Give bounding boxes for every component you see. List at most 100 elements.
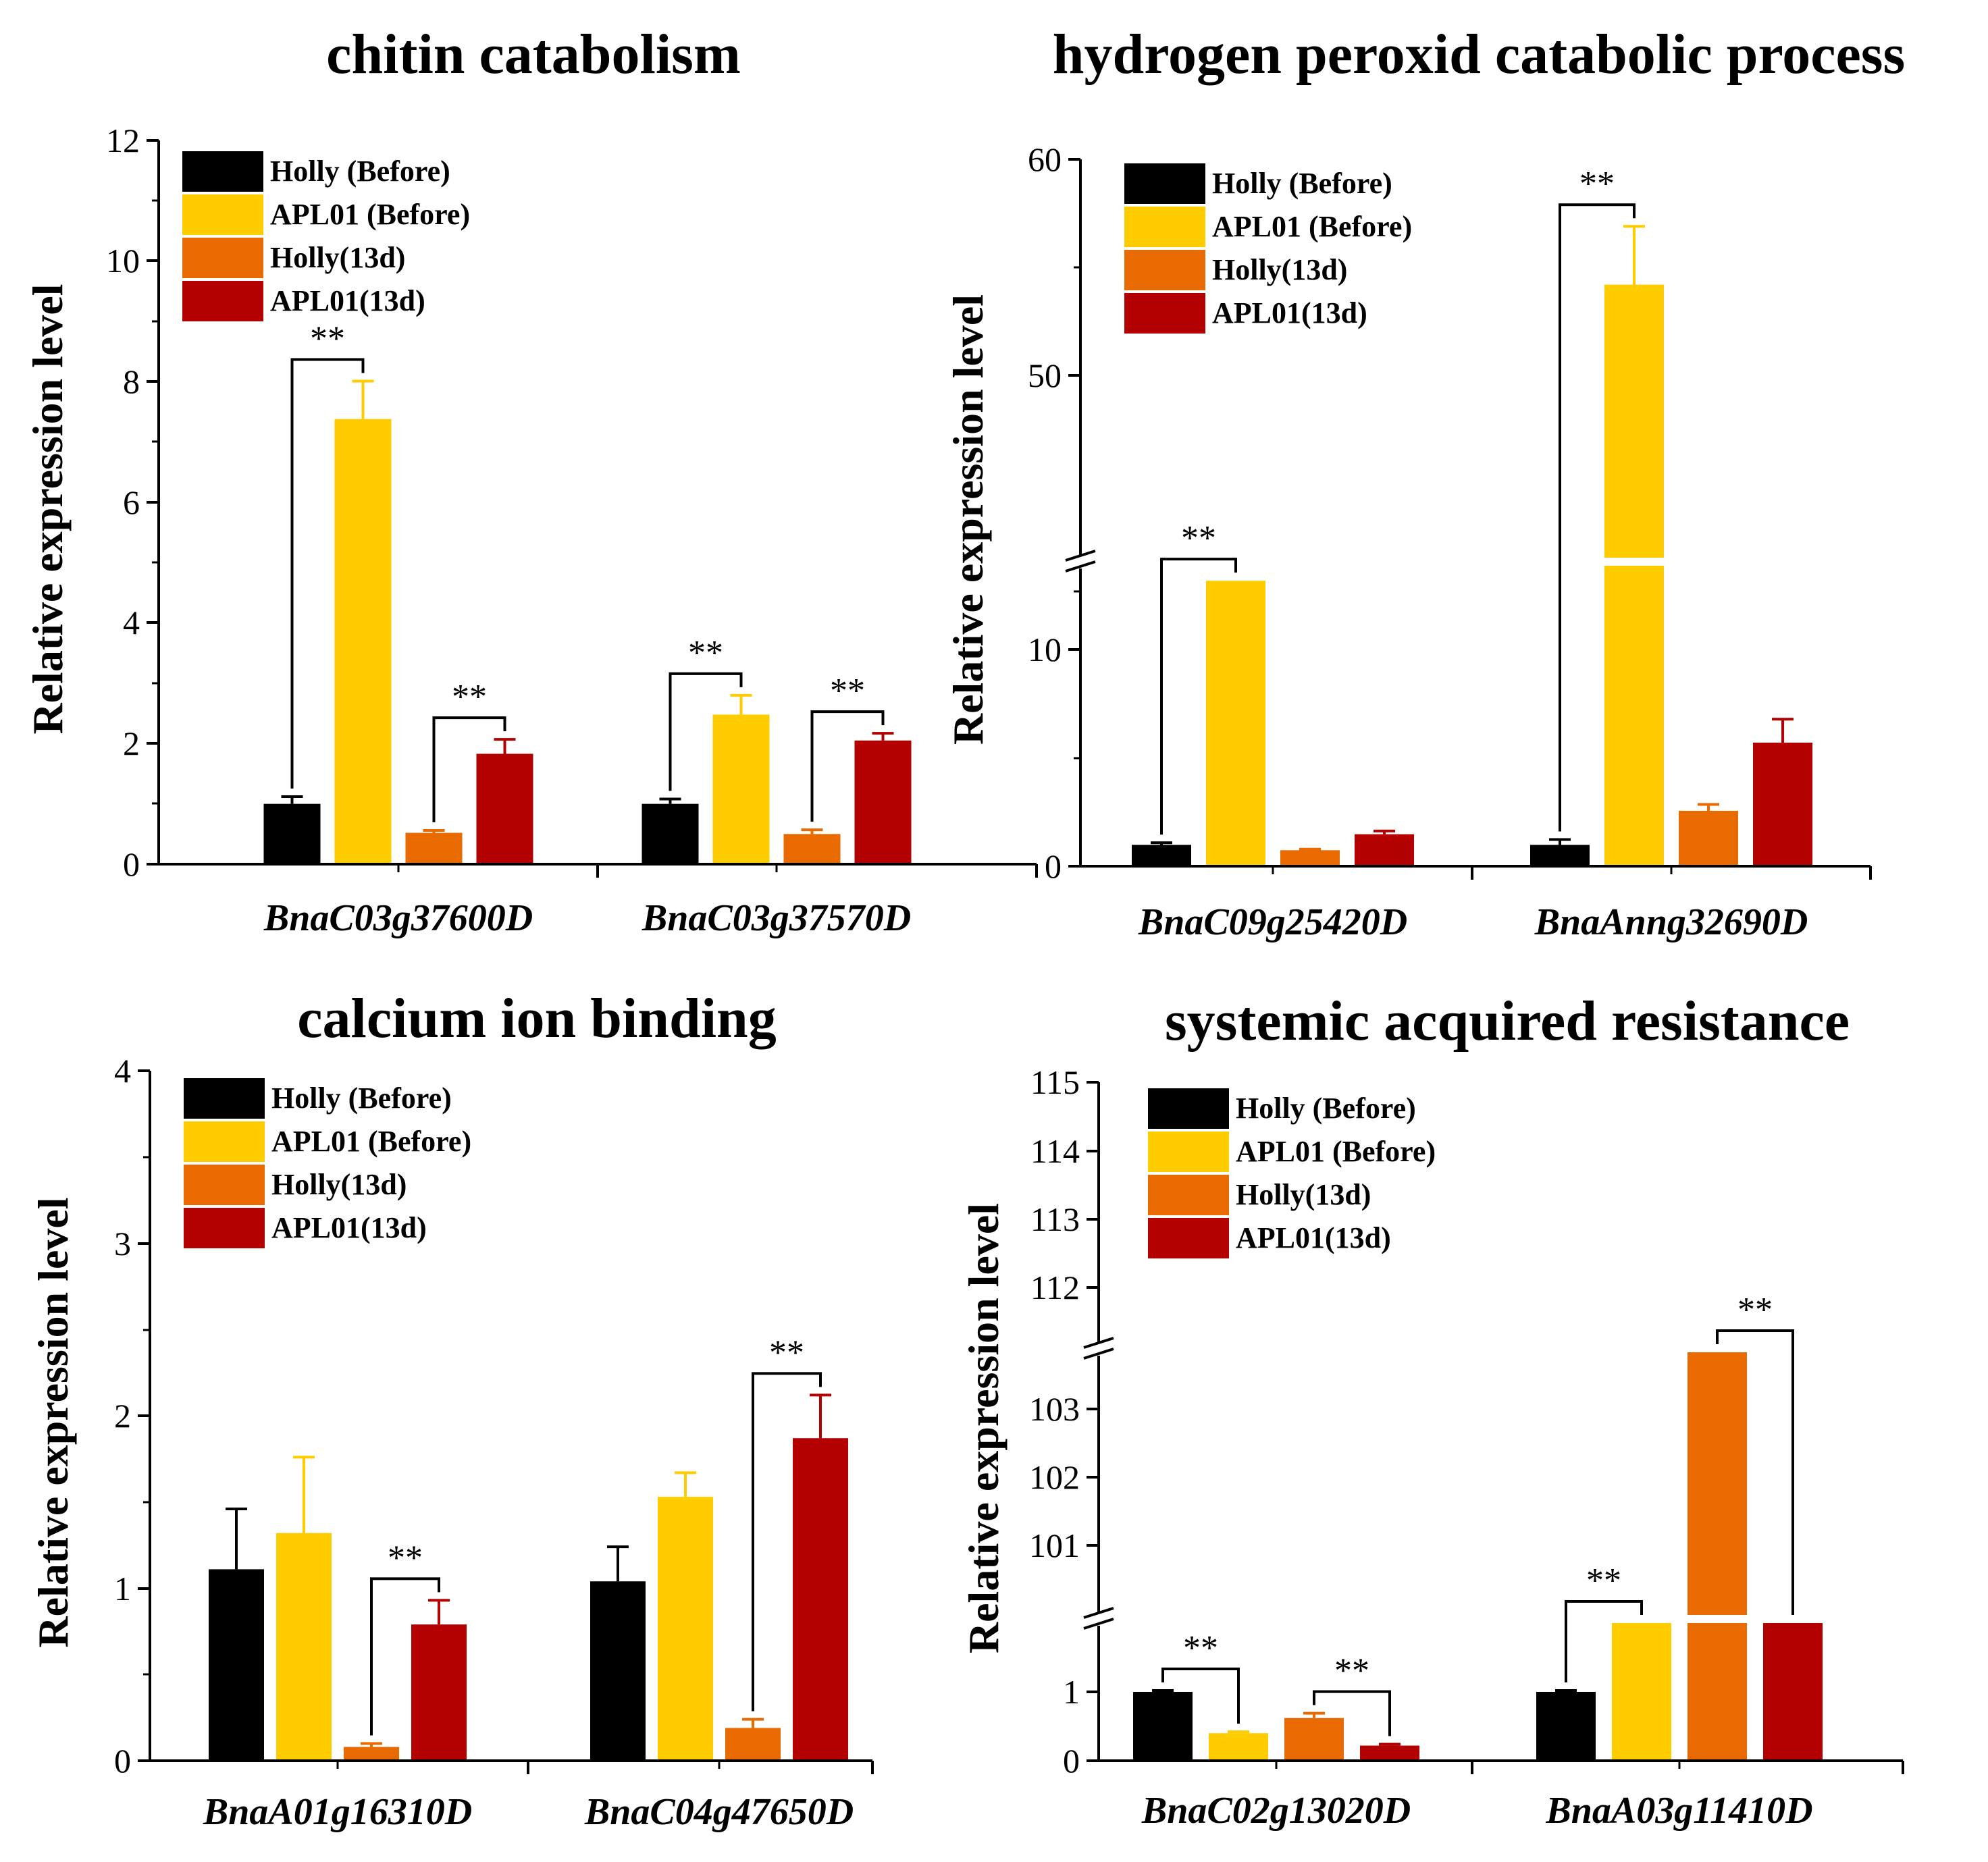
bar	[1360, 1745, 1419, 1761]
bar	[793, 1438, 848, 1761]
y-tick-label: 1	[114, 1570, 131, 1607]
legend-swatch	[1124, 163, 1205, 204]
legend-label: APL01(13d)	[1236, 1221, 1391, 1254]
legend-label: APL01 (Before)	[1212, 210, 1412, 243]
legend-swatch	[184, 1121, 265, 1162]
bar	[1206, 581, 1265, 866]
axis-break-mark	[1083, 1337, 1114, 1349]
legend-swatch	[184, 1208, 265, 1248]
y-tick-label: 112	[1030, 1269, 1080, 1306]
axis-break-mark	[1083, 1348, 1114, 1360]
significance-label: **	[1183, 1629, 1218, 1668]
legend-swatch	[1148, 1088, 1229, 1129]
significance-label: **	[1334, 1652, 1369, 1691]
legend-label: Holly(13d)	[1236, 1178, 1371, 1211]
y-axis-label: Relative expression level	[24, 284, 72, 734]
significance-bracket	[1161, 1667, 1240, 1724]
bar	[1209, 1733, 1268, 1761]
legend-label: Holly(13d)	[270, 241, 405, 274]
category-label: BnaA03g11410D	[1545, 1790, 1812, 1832]
y-tick-label: 1	[1063, 1673, 1080, 1711]
category-label: BnaC09g25420D	[1138, 901, 1407, 943]
y-axis-label: Relative expression level	[29, 1197, 77, 1647]
y-tick-label: 4	[114, 1052, 131, 1090]
significance-bracket	[1559, 203, 1636, 832]
significance-label: **	[310, 319, 345, 358]
axis-break-mark	[1083, 1607, 1114, 1619]
legend-swatch	[1124, 250, 1205, 290]
significance-bracket	[290, 358, 365, 789]
significance-bracket	[752, 1372, 822, 1711]
legend-label: APL01(13d)	[270, 284, 425, 317]
y-tick-label: 102	[1029, 1458, 1080, 1496]
bar	[1280, 850, 1340, 866]
bar-break-gap	[1687, 1615, 1748, 1623]
legend-label: Holly (Before)	[271, 1082, 452, 1115]
bar	[1688, 1352, 1747, 1761]
bar	[405, 832, 463, 864]
legend-swatch	[182, 281, 263, 321]
category-label: BnaA01g16310D	[203, 1791, 472, 1833]
bar	[1530, 845, 1590, 866]
y-tick-label: 12	[106, 122, 140, 159]
y-tick-label: 0	[1063, 1742, 1080, 1780]
bar	[263, 803, 321, 864]
significance-label: **	[769, 1333, 804, 1372]
significance-bracket	[669, 672, 743, 791]
significance-label: **	[1181, 519, 1216, 558]
significance-label: **	[452, 678, 487, 716]
y-tick-label: 103	[1029, 1390, 1080, 1428]
y-tick-label: 115	[1030, 1063, 1080, 1101]
bar	[783, 834, 841, 864]
chart-title: calcium ion binding	[297, 987, 777, 1050]
bar	[642, 803, 699, 864]
category-label: BnaC04g47650D	[584, 1791, 854, 1833]
y-tick-label: 10	[1028, 631, 1062, 668]
legend-swatch	[182, 151, 263, 192]
y-tick-label: 0	[123, 845, 140, 883]
significance-bracket	[370, 1577, 440, 1736]
legend-swatch	[1148, 1218, 1229, 1258]
bar	[476, 753, 533, 864]
legend-label: Holly(13d)	[1212, 253, 1347, 286]
legend-swatch	[1124, 293, 1205, 334]
panel-chitin-catabolism: chitin catabolism Relative expression lev…	[24, 23, 1038, 939]
significance-bracket	[810, 710, 885, 822]
legend-label: APL01 (Before)	[1236, 1135, 1436, 1168]
axis-break-mark	[1065, 550, 1096, 562]
legend-label: APL01(13d)	[271, 1211, 427, 1244]
y-axis-label: Relative expression level	[960, 1203, 1008, 1653]
bar-break-gap	[1604, 558, 1665, 566]
panel-hydrogen-peroxid-catabolic-process: hydrogen peroxid catabolic process Relati…	[944, 23, 1905, 943]
y-tick-label: 6	[123, 483, 140, 521]
significance-label: **	[688, 634, 723, 672]
y-tick-label: 2	[114, 1397, 131, 1435]
bar	[1133, 1692, 1193, 1761]
significance-bracket	[432, 716, 506, 822]
legend-label: APL01 (Before)	[271, 1125, 471, 1158]
legend-label: Holly(13d)	[271, 1168, 407, 1201]
y-tick-label: 10	[106, 242, 140, 280]
significance-label: **	[830, 672, 865, 710]
y-tick-label: 3	[114, 1225, 131, 1262]
bar	[1612, 1623, 1671, 1761]
bar	[1284, 1718, 1344, 1761]
legend-swatch	[182, 194, 263, 235]
y-tick-label: 2	[123, 724, 140, 762]
legend-swatch	[1124, 207, 1205, 247]
category-label: BnaC03g37600D	[263, 897, 533, 939]
significance-label: **	[388, 1539, 423, 1577]
bar	[1132, 845, 1191, 866]
category-label: BnaC03g37570D	[642, 897, 911, 939]
legend-swatch	[182, 238, 263, 278]
bar	[854, 740, 912, 864]
bar	[344, 1747, 399, 1761]
y-tick-label: 4	[123, 604, 140, 641]
bar	[590, 1581, 646, 1761]
bar	[725, 1728, 781, 1761]
legend-label: APL01(13d)	[1212, 296, 1367, 329]
significance-label: **	[1579, 165, 1615, 203]
significance-bracket	[1160, 558, 1237, 835]
significance-label: **	[1586, 1562, 1621, 1600]
